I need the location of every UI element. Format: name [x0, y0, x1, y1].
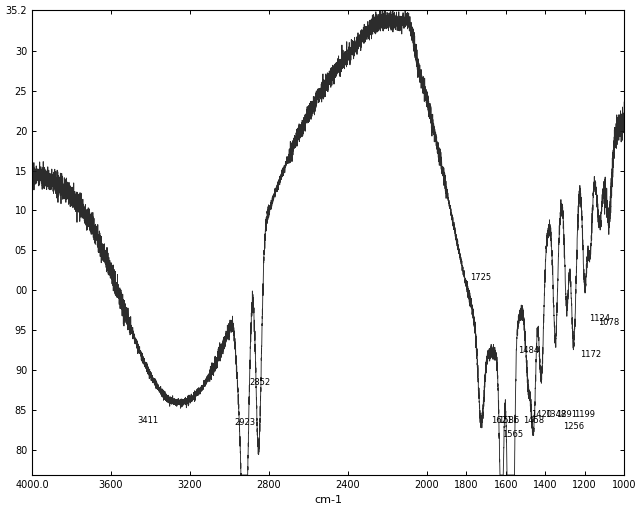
- Text: 1172: 1172: [580, 350, 601, 359]
- Text: 1484: 1484: [518, 346, 539, 355]
- Text: 3411: 3411: [138, 416, 159, 425]
- Text: 1621: 1621: [491, 416, 512, 425]
- Text: 1199: 1199: [575, 410, 595, 419]
- Text: 1565: 1565: [502, 430, 523, 438]
- Text: 1078: 1078: [598, 318, 620, 327]
- Text: 1586: 1586: [498, 416, 519, 425]
- Text: 1420: 1420: [531, 410, 551, 419]
- Text: 1458: 1458: [523, 416, 544, 425]
- Text: 2852: 2852: [249, 378, 270, 387]
- Text: 1725: 1725: [471, 272, 492, 282]
- Text: 2923: 2923: [234, 417, 255, 427]
- Text: 1256: 1256: [563, 422, 584, 431]
- Text: 1124: 1124: [589, 314, 610, 323]
- X-axis label: cm-1: cm-1: [314, 496, 342, 505]
- Text: 1291: 1291: [556, 410, 577, 419]
- Text: 1348: 1348: [545, 410, 566, 419]
